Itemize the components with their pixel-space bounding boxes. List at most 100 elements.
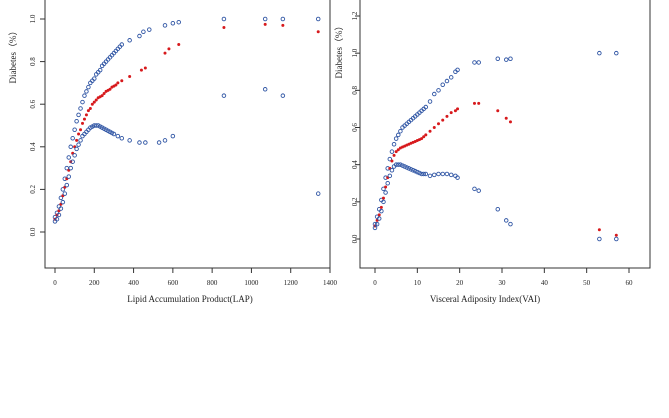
point-lower_ci xyxy=(62,191,68,196)
point-fit xyxy=(82,117,86,121)
point-fit xyxy=(263,22,267,26)
x-tick-label: 30 xyxy=(499,279,507,287)
point-upper_ci xyxy=(393,136,399,141)
point-upper_ci xyxy=(127,38,132,43)
point-fit xyxy=(100,94,104,98)
point-lower_ci xyxy=(111,131,117,137)
y-tick-label: 1.0 xyxy=(351,48,359,57)
point-lower_ci xyxy=(436,171,441,177)
series-fit xyxy=(53,22,320,221)
point-fit xyxy=(108,87,112,91)
point-lower_ci xyxy=(76,142,81,147)
y-tick-label: 1.2 xyxy=(351,11,359,20)
point-fit xyxy=(281,23,285,27)
point-fit xyxy=(396,148,400,152)
point-upper_ci xyxy=(60,187,66,192)
point-fit xyxy=(432,126,436,129)
point-fit xyxy=(222,26,226,30)
point-fit xyxy=(92,100,96,104)
point-lower_ci xyxy=(614,236,619,242)
point-lower_ci xyxy=(58,206,64,211)
point-upper_ci xyxy=(448,75,454,80)
point-fit xyxy=(504,116,508,120)
point-fit xyxy=(597,228,601,232)
plot-frame xyxy=(44,0,331,269)
point-lower_ci xyxy=(372,225,378,231)
point-upper_ci xyxy=(147,27,152,32)
point-upper_ci xyxy=(66,155,71,160)
point-lower_ci xyxy=(408,167,414,172)
point-upper_ci xyxy=(70,136,75,141)
y-tick-label: 0.4 xyxy=(351,160,359,169)
point-upper_ci xyxy=(82,93,87,98)
point-lower_ci xyxy=(387,173,393,179)
point-lower_ci xyxy=(262,87,268,92)
point-lower_ci xyxy=(127,138,132,143)
point-lower_ci xyxy=(156,140,162,145)
point-fit xyxy=(390,159,394,163)
point-lower_ci xyxy=(70,159,75,164)
point-lower_ci xyxy=(68,165,73,171)
point-lower_ci xyxy=(419,171,424,177)
point-lower_ci xyxy=(427,173,433,179)
point-upper_ci xyxy=(436,88,441,93)
point-lower_ci xyxy=(404,165,410,170)
point-upper_ci xyxy=(221,16,227,22)
point-lower_ci xyxy=(398,162,403,167)
point-fit xyxy=(90,102,94,106)
point-fit xyxy=(177,43,181,47)
point-fit xyxy=(379,205,383,209)
point-fit xyxy=(477,101,481,105)
point-fit xyxy=(441,118,445,122)
point-lower_ci xyxy=(444,171,450,177)
point-lower_ci xyxy=(448,172,454,178)
point-lower_ci xyxy=(376,216,382,221)
point-upper_ci xyxy=(315,16,321,22)
point-lower_ci xyxy=(383,190,388,195)
point-lower_ci xyxy=(374,221,380,227)
point-upper_ci xyxy=(176,19,181,25)
point-upper_ci xyxy=(444,78,450,84)
point-lower_ci xyxy=(280,93,286,98)
point-lower_ci xyxy=(54,216,60,222)
point-fit xyxy=(381,196,385,200)
point-fit xyxy=(102,92,106,96)
y-axis-label: Diabetes（%） xyxy=(334,22,344,79)
y-tick-label: 0.6 xyxy=(29,99,37,108)
series-upper_ci xyxy=(52,16,321,220)
point-fit xyxy=(167,47,171,51)
point-lower_ci xyxy=(60,199,66,205)
point-fit xyxy=(496,109,500,113)
point-upper_ci xyxy=(68,144,73,150)
point-fit xyxy=(316,30,320,34)
point-fit xyxy=(163,51,167,55)
y-tick-label: 0.4 xyxy=(29,142,37,151)
chart-panel-2: 0 10 20 30 40 50 60 0.0 0.2 0.4 0.6 0.8 1.0 1.2 Viscer… xyxy=(334,0,651,304)
point-fit xyxy=(81,121,84,125)
point-upper_ci xyxy=(280,16,286,22)
point-fit xyxy=(424,133,428,137)
point-lower_ci xyxy=(115,133,121,139)
point-lower_ci xyxy=(400,163,405,168)
point-lower_ci xyxy=(421,171,426,177)
x-tick-label: 40 xyxy=(541,279,549,287)
x-tick-label: 200 xyxy=(89,279,100,287)
point-upper_ci xyxy=(78,106,83,111)
point-upper_ci xyxy=(97,67,103,73)
point-fit xyxy=(84,113,88,117)
point-upper_ci xyxy=(262,16,268,22)
x-tick-label: 400 xyxy=(128,279,139,287)
point-upper_ci xyxy=(503,57,509,62)
point-fit xyxy=(420,137,424,141)
point-fit xyxy=(139,68,143,72)
series-fit xyxy=(373,101,618,237)
point-lower_ci xyxy=(503,218,509,223)
x-tick-label: 1400 xyxy=(323,279,338,287)
point-upper_ci xyxy=(476,60,481,65)
point-upper_ci xyxy=(141,29,146,35)
point-lower_ci xyxy=(472,186,477,192)
y-tick-label: 0.2 xyxy=(351,197,359,206)
point-upper_ci xyxy=(86,84,91,90)
point-upper_ci xyxy=(432,91,437,97)
